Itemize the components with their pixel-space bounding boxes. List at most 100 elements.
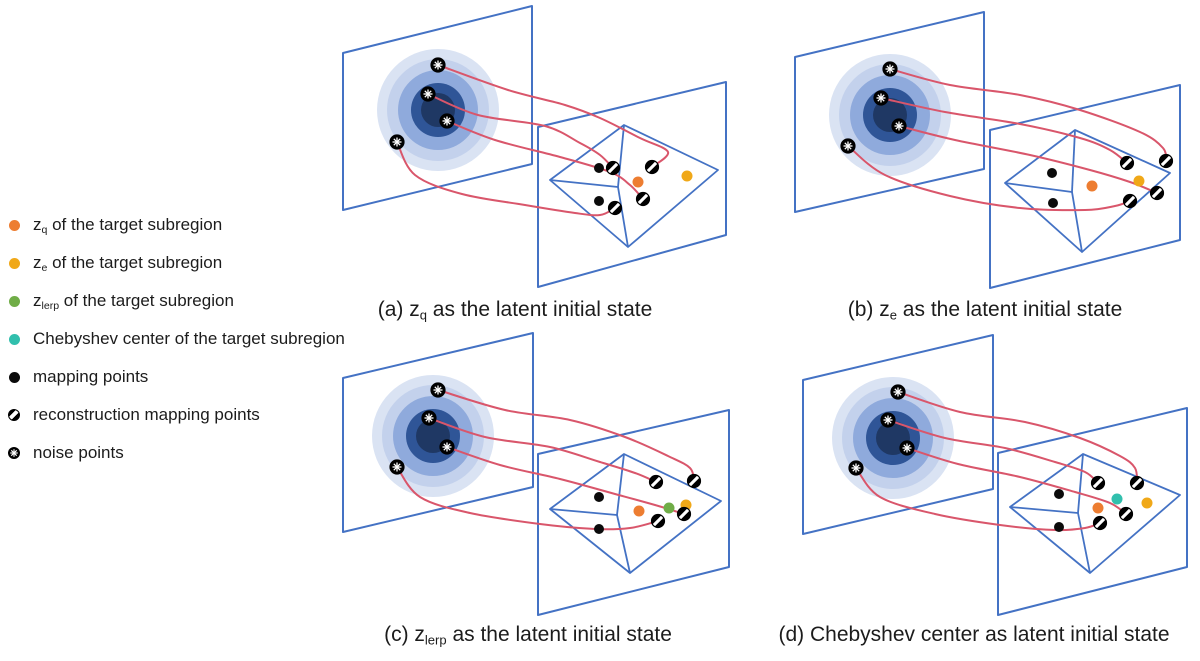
legend-label: Chebyshev center of the target subregion <box>33 328 345 348</box>
noise-point-icon <box>421 410 437 426</box>
mapping-point-dot <box>1048 198 1058 208</box>
mapping-curve <box>906 447 1127 515</box>
legend-item-mapping-point-dot: mapping points <box>6 358 345 396</box>
noise-point-icon <box>840 138 856 154</box>
legend-label: zlerp of the target subregion <box>33 290 234 312</box>
panel-b <box>794 11 1181 289</box>
reconstruction-point-icon <box>1158 153 1174 169</box>
legend-noise-point-icon <box>6 445 22 461</box>
mapping-point-dot <box>1054 489 1064 499</box>
chebyshev-dot <box>1111 493 1123 505</box>
polytope-inner-edge <box>1077 512 1091 574</box>
mapping-curve <box>880 97 1128 164</box>
reconstruction-point-icon <box>1118 506 1134 522</box>
reconstruction-point-icon <box>607 200 623 216</box>
zlerp-dot <box>663 502 675 514</box>
polytope-inner-edge <box>1004 182 1073 193</box>
mapping-curve <box>437 64 670 168</box>
noise-point-icon <box>890 384 906 400</box>
reconstruction-point-icon <box>1090 475 1106 491</box>
polytope-inner-edge <box>549 508 618 516</box>
polytope-inner-edge <box>617 186 629 248</box>
reconstruction-point-icon <box>1129 475 1145 491</box>
reconstruction-point-icon <box>635 191 651 207</box>
zq-dot <box>633 505 645 517</box>
legend-mapping-point-dot-icon <box>6 369 22 385</box>
legend-chebyshev-dot-icon <box>6 331 22 347</box>
legend-label: noise points <box>33 442 124 462</box>
panel-d <box>802 334 1188 616</box>
mapping-curve <box>898 125 1158 194</box>
polytope-inner-edge <box>1071 191 1083 253</box>
reconstruction-point-icon <box>686 473 702 489</box>
noise-point-icon <box>880 412 896 428</box>
polytope-inner-edge <box>549 179 619 188</box>
mapping-curve <box>855 467 1101 532</box>
legend-reconstruction-point-icon <box>6 407 22 423</box>
noise-point-icon <box>439 113 455 129</box>
mapping-point-dot <box>594 196 604 206</box>
legend-item-chebyshev-dot: Chebyshev center of the target subregion <box>6 320 345 358</box>
mapping-point-dot <box>1054 522 1064 532</box>
mapping-curve <box>396 466 659 531</box>
reconstruction-point-icon <box>1122 193 1138 209</box>
mapping-curve <box>889 68 1167 162</box>
legend-zlerp-dot-icon <box>6 293 22 309</box>
noise-point-icon <box>848 460 864 476</box>
noise-point-icon <box>430 382 446 398</box>
legend: zq of the target subregion ze of the tar… <box>6 206 345 472</box>
reconstruction-point-icon <box>644 159 660 175</box>
mapping-curve <box>847 145 1131 212</box>
zq-dot <box>1092 502 1104 514</box>
polytope-inner-edge <box>616 453 625 516</box>
noise-point-icon <box>439 439 455 455</box>
polytope-inner-edge <box>1071 129 1076 193</box>
panel-a <box>342 5 727 288</box>
noise-point-icon <box>899 440 915 456</box>
reconstruction-point-icon <box>1119 155 1135 171</box>
reconstruction-point-icon <box>650 513 666 529</box>
mapping-point-dot <box>1047 168 1057 178</box>
caption-b: (b) ze as the latent initial state <box>847 298 1123 323</box>
zq-dot <box>1086 180 1098 192</box>
reconstruction-point-icon <box>676 506 692 522</box>
ze-dot <box>1141 497 1153 509</box>
noise-point-icon <box>891 118 907 134</box>
legend-label: reconstruction mapping points <box>33 404 260 424</box>
legend-label: ze of the target subregion <box>33 252 223 274</box>
noise-point-icon <box>882 61 898 77</box>
legend-ze-dot-icon <box>6 255 22 271</box>
noise-point-icon <box>389 459 405 475</box>
legend-label: mapping points <box>33 366 149 386</box>
polytope-inner-edge <box>616 514 631 574</box>
mapping-point-dot <box>594 524 604 534</box>
caption-c: (c) zlerp as the latent initial state <box>384 623 672 648</box>
mapping-curve <box>396 141 616 217</box>
mapping-curve <box>427 93 614 169</box>
zq-dot <box>632 176 644 188</box>
legend-item-zq-dot: zq of the target subregion <box>6 206 345 244</box>
noise-point-icon <box>873 90 889 106</box>
noise-point-icon <box>389 134 405 150</box>
legend-zq-dot-icon <box>6 217 22 233</box>
ze-dot <box>681 170 693 182</box>
polytope-inner-edge <box>1009 506 1079 514</box>
mapping-curve <box>446 446 685 515</box>
reconstruction-point-icon <box>605 160 621 176</box>
caption-d: (d) Chebyshev center as latent initial s… <box>778 623 1170 646</box>
mapping-curve <box>437 389 695 482</box>
mapping-point-dot <box>594 492 604 502</box>
subregion-polytope <box>549 124 719 248</box>
mapping-curve <box>887 419 1099 484</box>
legend-item-reconstruction-point: reconstruction mapping points <box>6 396 345 434</box>
mapping-curve <box>897 391 1138 484</box>
caption-a: (a) zq as the latent initial state <box>377 298 653 323</box>
legend-item-zlerp-dot: zlerp of the target subregion <box>6 282 345 320</box>
legend-item-ze-dot: ze of the target subregion <box>6 244 345 282</box>
mapping-curve <box>428 417 657 483</box>
panel-c <box>342 332 730 616</box>
polytope-inner-edge <box>1077 453 1084 514</box>
reconstruction-point-icon <box>1149 185 1165 201</box>
noise-point-icon <box>430 57 446 73</box>
